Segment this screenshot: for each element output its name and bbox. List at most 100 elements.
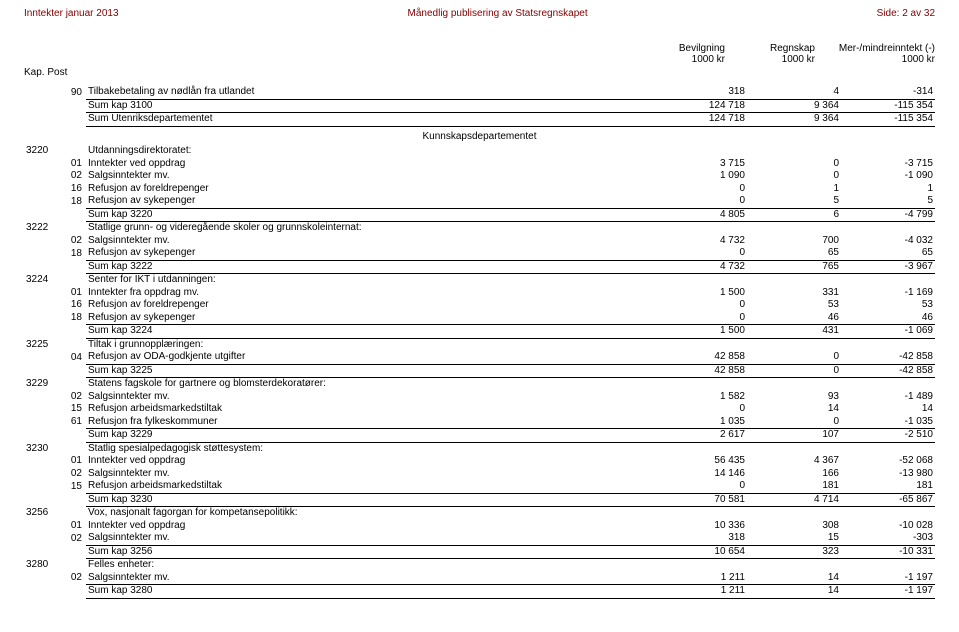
kap-cell: [24, 493, 60, 507]
desc-cell: Salgsinntekter mv.: [86, 532, 653, 545]
desc-cell: Sum Utenriksdepartementet: [86, 113, 653, 127]
desc-cell: Refusjon av foreldrepenger: [86, 299, 653, 312]
table-row: 3225Tiltak i grunnopplæringen:: [24, 338, 935, 351]
post-cell: [60, 274, 86, 287]
kap-post-label: Kap. Post: [24, 67, 935, 78]
value-cell: -4 032: [841, 235, 935, 248]
value-cell: 1 582: [653, 391, 747, 404]
value-cell: [841, 222, 935, 235]
desc-cell: Statlige grunn- og videregående skoler o…: [86, 222, 653, 235]
post-cell: 01: [60, 455, 86, 468]
post-cell: [60, 364, 86, 378]
value-cell: 46: [747, 312, 841, 325]
post-cell: [60, 222, 86, 235]
value-cell: [653, 559, 747, 572]
value-cell: -3 967: [841, 260, 935, 274]
value-cell: -314: [841, 86, 935, 99]
kap-cell: [24, 170, 60, 183]
col2-header: Regnskap 1000 kr: [725, 43, 815, 65]
value-cell: 431: [747, 325, 841, 339]
table-row: 02Salgsinntekter mv.4 732700-4 032: [24, 235, 935, 248]
value-cell: -1 489: [841, 391, 935, 404]
post-cell: [60, 545, 86, 559]
table-row: Sum kap 32801 21114-1 197: [24, 585, 935, 599]
table-row: 3222Statlige grunn- og videregående skol…: [24, 222, 935, 235]
value-cell: 93: [747, 391, 841, 404]
desc-cell: Salgsinntekter mv.: [86, 170, 653, 183]
value-cell: 14: [841, 403, 935, 416]
value-cell: -10 331: [841, 545, 935, 559]
col1-top: Bevilgning: [635, 43, 725, 54]
table-row: 02Salgsinntekter mv.1 58293-1 489: [24, 391, 935, 404]
desc-cell: Inntekter ved oppdrag: [86, 520, 653, 533]
value-cell: 1 500: [653, 325, 747, 339]
post-cell: [60, 260, 86, 274]
post-cell: 02: [60, 468, 86, 481]
value-cell: 765: [747, 260, 841, 274]
value-cell: 3 715: [653, 158, 747, 171]
post-cell: [60, 338, 86, 351]
value-cell: 0: [747, 416, 841, 429]
table-row: 3256Vox, nasjonalt fagorgan for kompetan…: [24, 507, 935, 520]
desc-cell: Tilbakebetaling av nødlån fra utlandet: [86, 86, 653, 99]
desc-cell: Sum kap 3100: [86, 99, 653, 113]
kap-cell: [24, 325, 60, 339]
page: Inntekter januar 2013 Månedlig publiseri…: [0, 0, 959, 632]
page-header: Inntekter januar 2013 Månedlig publiseri…: [24, 8, 935, 19]
value-cell: 0: [653, 183, 747, 196]
value-cell: 4 367: [747, 455, 841, 468]
value-cell: -1 169: [841, 287, 935, 300]
post-cell: 01: [60, 287, 86, 300]
value-cell: 53: [841, 299, 935, 312]
table-row: 3230Statlig spesialpedagogisk støttesyst…: [24, 442, 935, 455]
value-cell: 14: [747, 403, 841, 416]
value-cell: -303: [841, 532, 935, 545]
col1-bot: 1000 kr: [635, 54, 725, 65]
col1-header: Bevilgning 1000 kr: [635, 43, 725, 65]
value-cell: 5: [841, 195, 935, 208]
post-cell: 16: [60, 299, 86, 312]
kap-cell: [24, 416, 60, 429]
kap-cell: [24, 545, 60, 559]
desc-cell: Refusjon av sykepenger: [86, 312, 653, 325]
value-cell: 1: [841, 183, 935, 196]
post-cell: [60, 442, 86, 455]
header-left: Inntekter januar 2013: [24, 8, 119, 19]
desc-cell: Refusjon arbeidsmarkedstiltak: [86, 480, 653, 493]
table-row: 3280Felles enheter:: [24, 559, 935, 572]
table-row: 15Refusjon arbeidsmarkedstiltak01414: [24, 403, 935, 416]
value-cell: 0: [747, 158, 841, 171]
desc-cell: Sum kap 3230: [86, 493, 653, 507]
table-row: 01Inntekter ved oppdrag10 336308-10 028: [24, 520, 935, 533]
value-cell: 6: [747, 208, 841, 222]
table-row: 01Inntekter ved oppdrag3 7150-3 715: [24, 158, 935, 171]
col3-bot: 1000 kr: [815, 54, 935, 65]
column-headers: Bevilgning 1000 kr Regnskap 1000 kr Mer-…: [24, 43, 935, 65]
table-row: Sum Utenriksdepartementet124 7189 364-11…: [24, 113, 935, 127]
table-row: 3220Utdanningsdirektoratet:: [24, 145, 935, 158]
value-cell: 9 364: [747, 113, 841, 127]
desc-cell: Senter for IKT i utdanningen:: [86, 274, 653, 287]
table-row: 02Salgsinntekter mv.31815-303: [24, 532, 935, 545]
value-cell: -2 510: [841, 429, 935, 443]
table-row: 18Refusjon av sykepenger055: [24, 195, 935, 208]
kap-cell: [24, 391, 60, 404]
kap-cell: [24, 113, 60, 127]
table-row: 18Refusjon av sykepenger06565: [24, 247, 935, 260]
value-cell: -10 028: [841, 520, 935, 533]
table-row: 16Refusjon av foreldrepenger05353: [24, 299, 935, 312]
value-cell: -13 980: [841, 468, 935, 481]
post-cell: [60, 99, 86, 113]
value-cell: 4 805: [653, 208, 747, 222]
value-cell: 0: [653, 403, 747, 416]
value-cell: -1 035: [841, 416, 935, 429]
post-cell: 02: [60, 532, 86, 545]
table-row: 3224Senter for IKT i utdanningen:: [24, 274, 935, 287]
table-row: 15Refusjon arbeidsmarkedstiltak0181181: [24, 480, 935, 493]
kap-cell: [24, 429, 60, 443]
post-cell: 61: [60, 416, 86, 429]
table-row: 01Inntekter fra oppdrag mv.1 500331-1 16…: [24, 287, 935, 300]
table-row: 02Salgsinntekter mv.1 0900-1 090: [24, 170, 935, 183]
post-cell: [60, 493, 86, 507]
kap-cell: [24, 520, 60, 533]
